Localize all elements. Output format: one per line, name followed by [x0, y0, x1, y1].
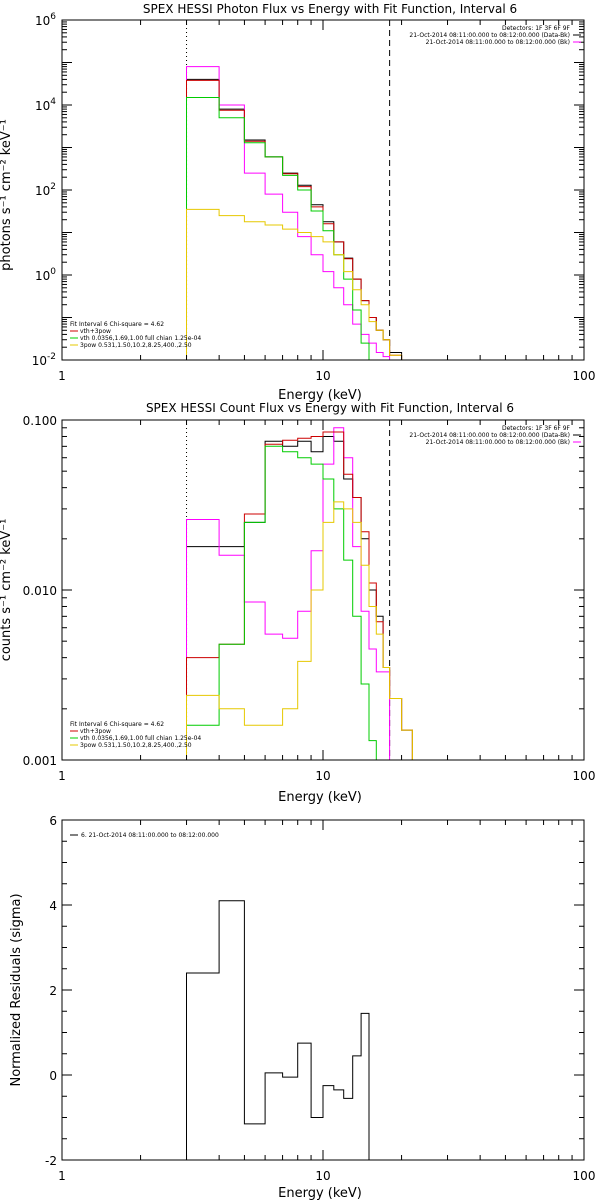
plot-frame [61, 19, 585, 361]
legend-bottom-left-text: Fit Interval 6 Chi-square = 4.62 [70, 721, 164, 728]
y-tick-base: 10 [35, 184, 50, 198]
series-3pow [186, 208, 403, 360]
y-tick-base: 10 [35, 14, 50, 28]
y-tick-label: 102 [35, 182, 56, 198]
photon-flux-panel: SPEX HESSI Photon Flux vs Energy with Fi… [0, 2, 595, 403]
y-tick-label: 0.010 [23, 584, 57, 598]
y-tick-label: 2 [49, 984, 57, 998]
x-tick-label: 100 [573, 1169, 596, 1183]
series-residual [186, 900, 391, 1160]
legend-bottom-left-text: vth 0.0356,1.69,1.00 full chian 1.25e-04 [80, 735, 201, 742]
x-tick-label: 10 [315, 769, 330, 783]
series-data-bk [186, 78, 403, 360]
y-tick-exponent: 4 [50, 97, 56, 107]
legend-top-right-text: Detectors: 1F 3F 6F 9F [502, 425, 571, 432]
series-group [186, 427, 413, 760]
series-vth-3pow [186, 79, 403, 360]
legend-bottom-left-text: vth+3pow [80, 728, 111, 735]
y-tick-exponent: -2 [47, 352, 56, 362]
count-flux-panel: SPEX HESSI Count Flux vs Energy with Fit… [0, 401, 595, 805]
series-3pow [186, 501, 413, 760]
series-data-bk [186, 436, 413, 760]
y-tick-label: 10-2 [32, 352, 56, 368]
y-tick-label: 0.100 [23, 414, 57, 428]
y-tick-base: 10 [32, 354, 47, 368]
series-group [186, 66, 403, 360]
y-tick-label: 104 [35, 97, 56, 113]
count-flux-title: SPEX HESSI Count Flux vs Energy with Fit… [146, 401, 514, 415]
series-bk [186, 66, 403, 360]
x-tick-label: 10 [315, 1169, 330, 1183]
legend-bottom-left-text: 3pow 0.531,1.50,10.2,8.25,400.,2.50 [80, 342, 192, 349]
legend-bottom-left-text: vth+3pow [80, 328, 111, 335]
legend-bottom-left-text: vth 0.0356,1.69,1.00 full chian 1.25e-04 [80, 335, 201, 342]
series-bk [186, 427, 403, 760]
residuals-ylabel: Normalized Residuals (sigma) [9, 893, 24, 1086]
y-tick-base: 10 [35, 269, 50, 283]
y-tick-label: -2 [45, 1154, 57, 1168]
x-tick-label: 100 [573, 369, 596, 383]
x-tick-label: 1 [58, 369, 66, 383]
legend-top-right-text: Detectors: 1F 3F 6F 9F [502, 25, 571, 32]
legend-top-right-text: 21-Oct-2014 08:11:00.000 to 08:12:00.000… [409, 32, 570, 39]
y-tick-label: 100 [35, 267, 56, 283]
legend-top-left-text: 6. 21-Oct-2014 08:11:00.000 to 08:12:00.… [81, 832, 219, 839]
photon-flux-ylabel: photons s⁻¹ cm⁻² keV⁻¹ [0, 119, 14, 271]
legend-top-right-text: 21-Oct-2014 08:11:00.000 to 08:12:00.000… [426, 439, 570, 446]
y-tick-label: 6 [49, 814, 57, 828]
series-vth [186, 445, 377, 760]
y-tick-label: 0 [49, 1069, 57, 1083]
count-flux-ylabel: counts s⁻¹ cm⁻² keV⁻¹ [0, 519, 14, 662]
legend-bottom-left-text: 3pow 0.531,1.50,10.2,8.25,400.,2.50 [80, 742, 192, 749]
legend-top-right-text: 21-Oct-2014 08:11:00.000 to 08:12:00.000… [426, 39, 570, 46]
y-tick-exponent: 0 [50, 267, 56, 277]
x-tick-label: 100 [573, 769, 596, 783]
legend-top-right-text: 21-Oct-2014 08:11:00.000 to 08:12:00.000… [409, 432, 570, 439]
series-vth-3pow [186, 431, 413, 760]
y-tick-base: 10 [35, 99, 50, 113]
photon-flux-title: SPEX HESSI Photon Flux vs Energy with Fi… [143, 2, 517, 16]
y-tick-exponent: 6 [50, 12, 56, 22]
residuals-panel: Energy (keV) Normalized Residuals (sigma… [9, 814, 595, 1200]
x-tick-label: 1 [58, 1169, 66, 1183]
count-flux-xlabel: Energy (keV) [278, 790, 362, 805]
y-tick-label: 4 [49, 899, 57, 913]
photon-flux-xlabel: Energy (keV) [278, 388, 362, 403]
y-tick-exponent: 2 [50, 182, 56, 192]
x-tick-label: 1 [58, 769, 66, 783]
residuals-xlabel: Energy (keV) [278, 1186, 362, 1200]
series-group [186, 900, 391, 1160]
y-tick-label: 106 [35, 12, 56, 28]
y-tick-label: 0.001 [23, 754, 57, 768]
legend-bottom-left-text: Fit Interval 6 Chi-square = 4.62 [70, 321, 164, 328]
x-tick-label: 10 [315, 369, 330, 383]
series-vth [186, 97, 370, 360]
